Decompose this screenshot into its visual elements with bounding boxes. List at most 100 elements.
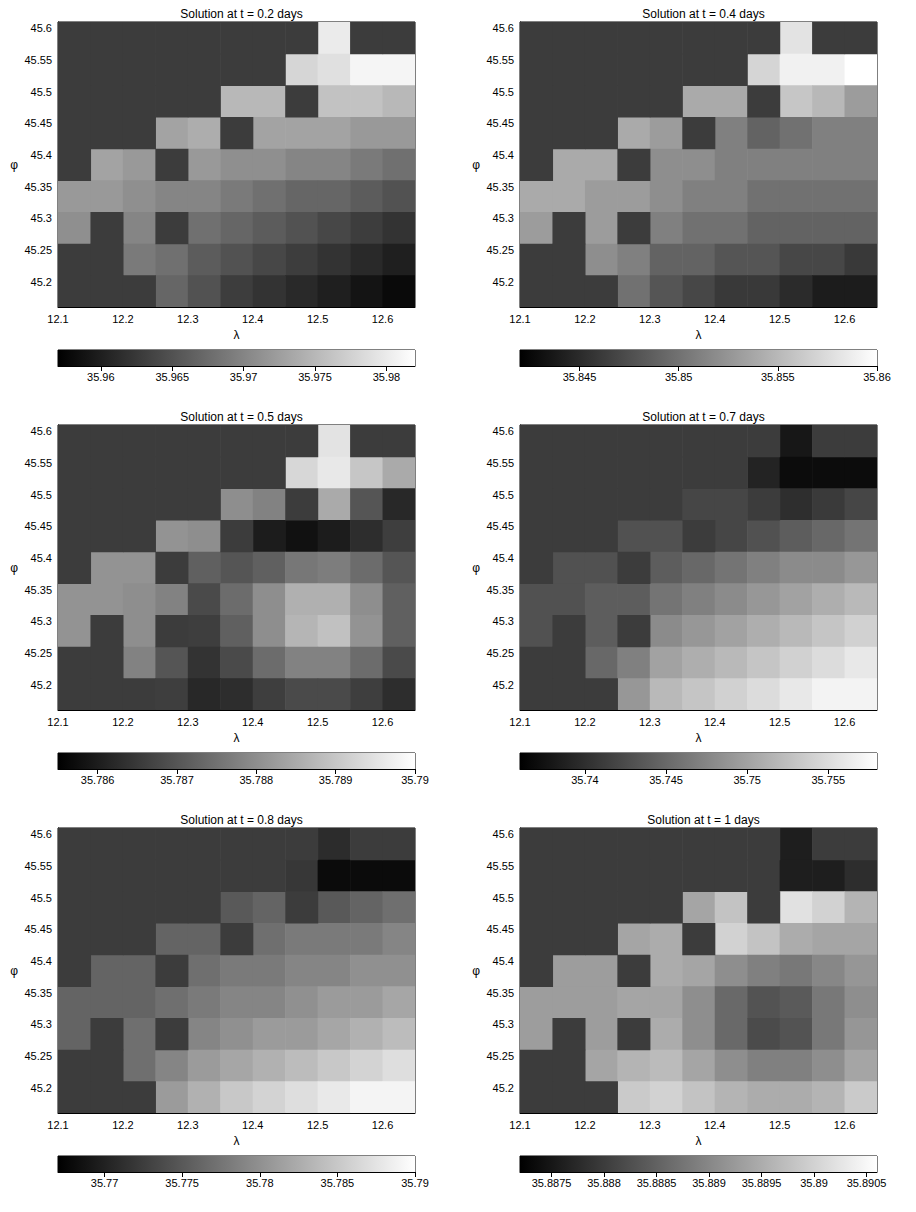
svg-text:12.5: 12.5	[769, 313, 790, 325]
svg-text:12.2: 12.2	[112, 313, 133, 325]
svg-text:12.1: 12.1	[509, 716, 530, 728]
svg-text:35.775: 35.775	[165, 1177, 199, 1189]
svg-text:12.2: 12.2	[574, 1119, 595, 1131]
svg-text:45.5: 45.5	[493, 86, 514, 98]
svg-text:45.4: 45.4	[31, 552, 52, 564]
svg-text:45.35: 45.35	[24, 584, 52, 596]
svg-text:12.5: 12.5	[769, 1119, 790, 1131]
svg-text:φ: φ	[472, 964, 480, 978]
svg-text:45.25: 45.25	[24, 647, 52, 659]
svg-text:45.2: 45.2	[31, 679, 52, 691]
svg-text:λ: λ	[696, 1134, 702, 1148]
svg-text:45.4: 45.4	[493, 955, 514, 967]
svg-text:12.3: 12.3	[177, 313, 198, 325]
svg-text:Solution at t = 0.7 days: Solution at t = 0.7 days	[642, 410, 764, 424]
svg-text:45.6: 45.6	[493, 425, 514, 437]
svg-text:45.25: 45.25	[486, 647, 514, 659]
svg-text:45.2: 45.2	[31, 1082, 52, 1094]
svg-text:45.4: 45.4	[31, 955, 52, 967]
svg-text:45.25: 45.25	[24, 244, 52, 256]
svg-text:35.8885: 35.8885	[637, 1177, 677, 1189]
svg-text:45.25: 45.25	[486, 244, 514, 256]
svg-text:12.4: 12.4	[242, 716, 263, 728]
svg-text:45.45: 45.45	[486, 117, 514, 129]
svg-text:12.3: 12.3	[177, 1119, 198, 1131]
svg-text:12.4: 12.4	[704, 313, 725, 325]
svg-text:45.5: 45.5	[31, 892, 52, 904]
svg-text:12.2: 12.2	[574, 313, 595, 325]
svg-text:35.785: 35.785	[321, 1177, 355, 1189]
svg-text:12.3: 12.3	[639, 716, 660, 728]
svg-text:λ: λ	[696, 328, 702, 342]
svg-text:12.5: 12.5	[769, 716, 790, 728]
svg-text:12.2: 12.2	[574, 716, 595, 728]
svg-text:35.8895: 35.8895	[742, 1177, 782, 1189]
svg-text:45.3: 45.3	[493, 1018, 514, 1030]
svg-text:45.5: 45.5	[31, 489, 52, 501]
svg-text:45.5: 45.5	[493, 892, 514, 904]
svg-text:12.1: 12.1	[47, 716, 68, 728]
svg-text:35.889: 35.889	[692, 1177, 726, 1189]
svg-text:45.45: 45.45	[486, 520, 514, 532]
svg-text:45.2: 45.2	[493, 276, 514, 288]
svg-text:35.8875: 35.8875	[532, 1177, 572, 1189]
svg-text:φ: φ	[472, 561, 480, 575]
svg-text:45.3: 45.3	[31, 615, 52, 627]
svg-text:12.4: 12.4	[242, 1119, 263, 1131]
svg-text:45.25: 45.25	[486, 1050, 514, 1062]
svg-text:12.6: 12.6	[834, 1119, 855, 1131]
svg-text:12.4: 12.4	[242, 313, 263, 325]
svg-text:45.25: 45.25	[24, 1050, 52, 1062]
svg-text:35.85: 35.85	[665, 371, 693, 383]
svg-text:12.2: 12.2	[112, 1119, 133, 1131]
svg-text:35.75: 35.75	[733, 774, 761, 786]
svg-text:45.35: 45.35	[24, 987, 52, 999]
svg-text:45.45: 45.45	[24, 117, 52, 129]
svg-text:35.79: 35.79	[401, 1177, 429, 1189]
svg-text:λ: λ	[234, 1134, 240, 1148]
svg-text:45.6: 45.6	[31, 22, 52, 34]
svg-text:Solution at t = 0.4 days: Solution at t = 0.4 days	[642, 7, 764, 21]
svg-text:35.787: 35.787	[160, 774, 194, 786]
svg-text:35.845: 35.845	[563, 371, 597, 383]
svg-text:45.6: 45.6	[493, 22, 514, 34]
svg-text:45.35: 45.35	[486, 181, 514, 193]
svg-text:12.1: 12.1	[509, 1119, 530, 1131]
svg-text:45.4: 45.4	[493, 149, 514, 161]
svg-text:45.5: 45.5	[31, 86, 52, 98]
svg-text:12.6: 12.6	[834, 716, 855, 728]
svg-text:35.78: 35.78	[246, 1177, 274, 1189]
svg-text:45.55: 45.55	[24, 457, 52, 469]
svg-text:35.855: 35.855	[761, 371, 795, 383]
svg-text:35.86: 35.86	[863, 371, 891, 383]
svg-text:Solution at t = 0.5 days: Solution at t = 0.5 days	[180, 410, 302, 424]
svg-text:12.5: 12.5	[307, 1119, 328, 1131]
svg-text:12.6: 12.6	[372, 716, 393, 728]
svg-text:35.745: 35.745	[649, 774, 683, 786]
svg-text:45.35: 45.35	[486, 987, 514, 999]
svg-text:φ: φ	[10, 964, 18, 978]
svg-text:12.6: 12.6	[372, 313, 393, 325]
svg-text:45.45: 45.45	[486, 923, 514, 935]
svg-text:45.6: 45.6	[493, 828, 514, 840]
svg-text:45.2: 45.2	[31, 276, 52, 288]
svg-text:12.1: 12.1	[47, 1119, 68, 1131]
svg-text:12.5: 12.5	[307, 313, 328, 325]
svg-text:λ: λ	[234, 731, 240, 745]
svg-text:12.3: 12.3	[639, 313, 660, 325]
svg-text:35.98: 35.98	[373, 371, 401, 383]
svg-text:45.6: 45.6	[31, 828, 52, 840]
svg-text:35.77: 35.77	[91, 1177, 119, 1189]
svg-text:φ: φ	[472, 158, 480, 172]
svg-text:φ: φ	[10, 158, 18, 172]
svg-text:12.4: 12.4	[704, 1119, 725, 1131]
svg-text:45.4: 45.4	[493, 552, 514, 564]
svg-text:λ: λ	[234, 328, 240, 342]
svg-text:45.35: 45.35	[24, 181, 52, 193]
svg-text:45.6: 45.6	[31, 425, 52, 437]
svg-text:45.3: 45.3	[493, 212, 514, 224]
svg-text:12.6: 12.6	[834, 313, 855, 325]
svg-text:45.55: 45.55	[24, 54, 52, 66]
svg-text:35.888: 35.888	[587, 1177, 621, 1189]
svg-text:12.2: 12.2	[112, 716, 133, 728]
